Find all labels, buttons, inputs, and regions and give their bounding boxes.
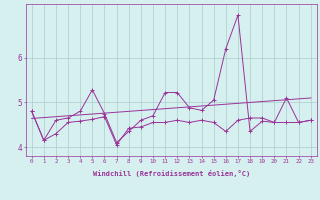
X-axis label: Windchill (Refroidissement éolien,°C): Windchill (Refroidissement éolien,°C)	[92, 170, 250, 177]
